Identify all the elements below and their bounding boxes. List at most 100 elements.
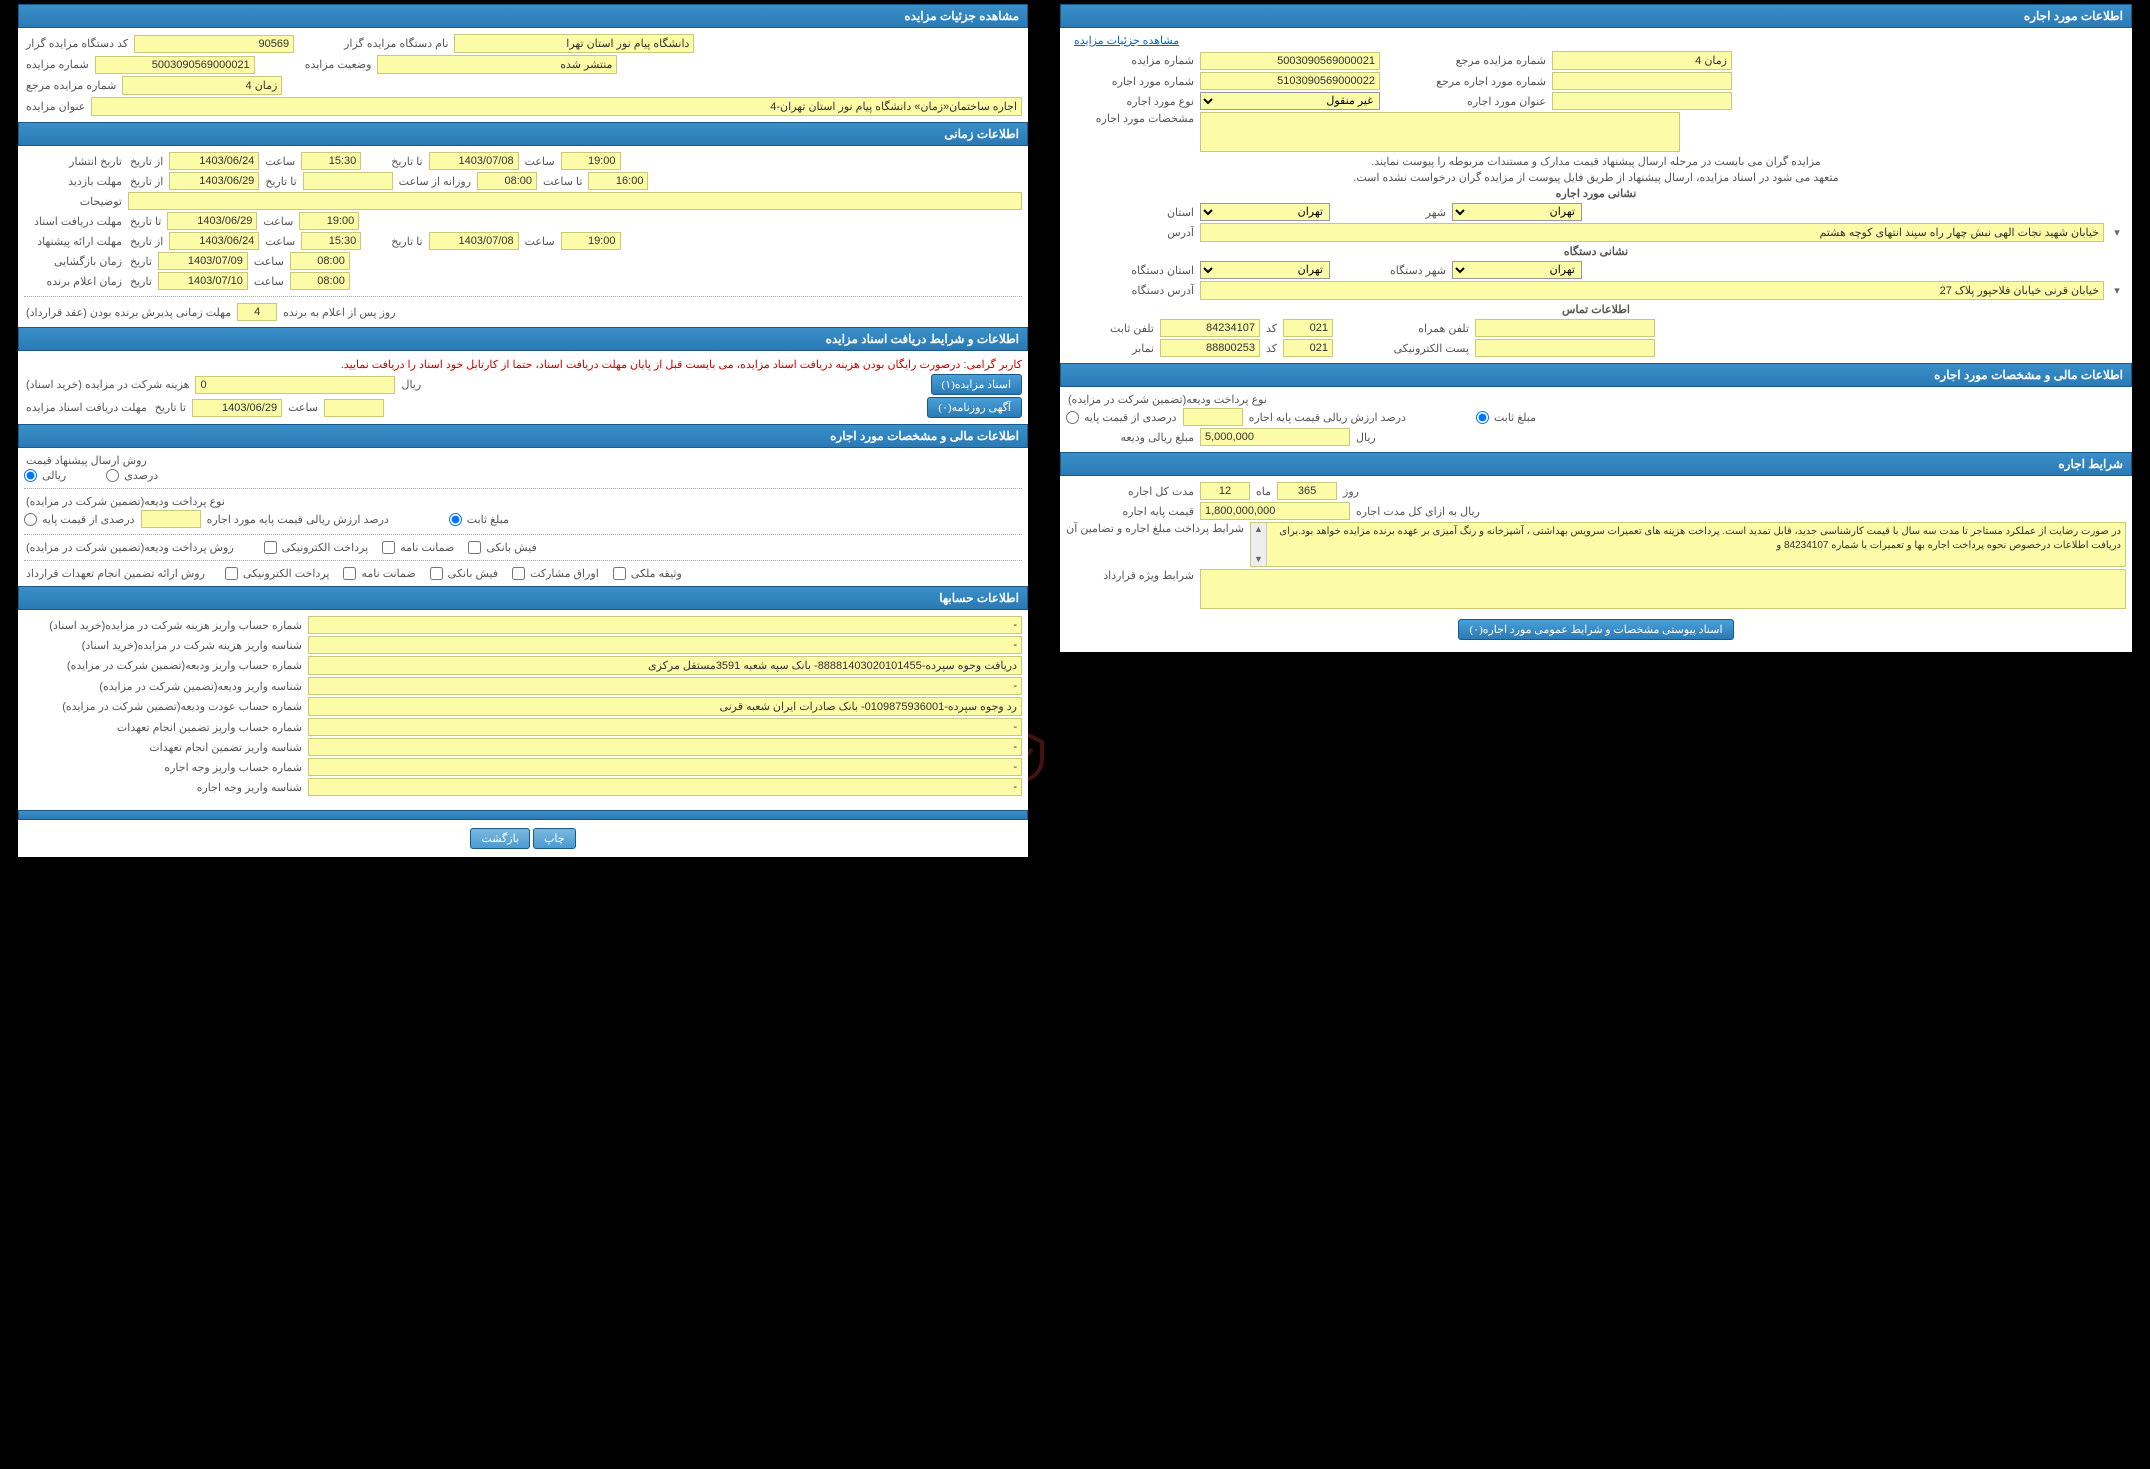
section-header-accounts: اطلاعات حسابها [18, 586, 1028, 610]
section-header-lease: اطلاعات مورد اجاره [1060, 4, 2132, 28]
label-pub-date: تاریخ انتشار [24, 155, 124, 168]
section-header-financial: اطلاعات مالی و مشخصات مورد اجاره [18, 424, 1028, 448]
field-acc-1: - [308, 616, 1022, 634]
label-auction-title: عنوان مزایده [24, 100, 87, 113]
label-auction-num: شماره مزایده [24, 58, 91, 71]
field-acc-7: - [308, 738, 1022, 756]
auction-details-panel: مشاهده جزئیات مزایده کد دستگاه مزایده گز… [18, 4, 1028, 857]
auction-docs-button[interactable]: اسناد مزایده(۱) [931, 374, 1022, 395]
field-acc-4: - [308, 677, 1022, 695]
label-winner-time: زمان اعلام برنده [24, 275, 124, 288]
radio-l-percent[interactable] [1066, 411, 1079, 424]
radio-percent[interactable] [106, 469, 119, 482]
label-desc: توضیحات [24, 195, 124, 208]
contact-heading: اطلاعات تماس [1066, 303, 2126, 316]
field-acc-5: رد وجوه سپرده-0109875936001- بانک صادرات… [308, 697, 1022, 716]
section-header-details: مشاهده جزئیات مزایده [18, 4, 1028, 28]
view-details-link[interactable]: مشاهده جزئیات مزایده [1074, 35, 1179, 47]
field-doc-deadline-time: 19:00 [299, 212, 359, 230]
label-org-name: نام دستگاه مزایده گزار [342, 37, 450, 50]
field-fax-code: 021 [1283, 339, 1333, 357]
cb-epay[interactable] [264, 541, 277, 554]
cb-bank-slip[interactable] [468, 541, 481, 554]
field-tel-code: 021 [1283, 319, 1333, 337]
field-auction-title: اجاره ساختمان«زمان» دانشگاه پیام نور است… [91, 97, 1022, 116]
field-tel: 84234107 [1160, 319, 1260, 337]
section-header-timing: اطلاعات زمانی [18, 122, 1028, 146]
label-doc-get-deadline: مهلت دریافت اسناد مزایده [24, 401, 149, 414]
field-base-price: 1,800,000,000 [1200, 502, 1350, 520]
label-contract-guarantee: روش ارائه تضمین انجام تعهدات قرارداد [24, 567, 207, 580]
select-province[interactable]: تهران [1200, 203, 1330, 221]
select-city[interactable]: تهران [1452, 203, 1582, 221]
field-visit-time-to: 16:00 [588, 172, 648, 190]
select-dev-city[interactable]: تهران [1452, 261, 1582, 279]
label-open-time: زمان بازگشایی [24, 255, 124, 268]
field-days: 365 [1277, 482, 1337, 500]
divider-bar [18, 810, 1028, 820]
textarea-special-conditions[interactable] [1200, 569, 2126, 609]
field-acc-8: - [308, 758, 1022, 776]
label-accept-deadline: مهلت زمانی پذیرش برنده بودن (عقد قرارداد… [24, 306, 233, 319]
field-acc-9: - [308, 778, 1022, 796]
field-auction-num: 5003090569000021 [95, 56, 255, 74]
label-deposit-type: نوع پرداخت ودیعه(تضمین شرکت در مزایده) [24, 495, 227, 508]
field-lease-title [1552, 92, 1732, 110]
field-auction-status: منتشر شده [377, 55, 617, 74]
warning-text: کاربر گرامی: درصورت رایگان بودن هزینه در… [24, 358, 1022, 371]
field-fee: 0 [195, 376, 395, 394]
radio-fixed[interactable] [449, 513, 462, 526]
label-visit-date: مهلت بازدید [24, 175, 124, 188]
lease-item-panel: اطلاعات مورد اجاره مشاهده جزئیات مزایده … [1060, 4, 2132, 652]
textarea-conditions[interactable]: در صورت رضایت از عملکرد مستاجر تا مدت سه… [1250, 522, 2126, 567]
field-l-auction-num: 5003090569000021 [1200, 52, 1380, 70]
back-button[interactable]: بازگشت [470, 828, 530, 849]
print-button[interactable]: چاپ [533, 828, 576, 849]
cb-g-slip[interactable] [430, 567, 443, 580]
field-doc-deadline-date: 1403/06/29 [167, 212, 257, 230]
field-fax: 88800253 [1160, 339, 1260, 357]
field-months: 12 [1200, 482, 1250, 500]
note-1: مزایده گران می بایست در مرحله ارسال پیشن… [1066, 155, 2126, 168]
label-fee: هزینه شرکت در مزایده (خرید اسناد) [24, 378, 191, 391]
radio-rial[interactable] [24, 469, 37, 482]
field-address: خیابان شهید نجات الهی نبش چهار راه سپند … [1200, 223, 2104, 242]
label-org-code: کد دستگاه مزایده گزار [24, 37, 130, 50]
field-mobile [1475, 319, 1655, 337]
newspaper-ad-button[interactable]: آگهی روزنامه(۰) [927, 397, 1022, 418]
field-dev-address: خیابان قرنی خیابان فلاحپور پلاک 27 [1200, 281, 2104, 300]
radio-percent-base[interactable] [24, 513, 37, 526]
label-offer-deadline: مهلت ارائه پیشنهاد [24, 235, 124, 248]
field-lease-num: 5103090569000022 [1200, 72, 1380, 90]
attachments-button[interactable]: اسناد پیوستی مشخصات و شرایط عمومی مورد ا… [1458, 619, 1733, 640]
cb-g-property[interactable] [613, 567, 626, 580]
radio-l-fixed[interactable] [1476, 411, 1489, 424]
select-dev-province[interactable]: تهران [1200, 261, 1330, 279]
select-lease-type[interactable]: غیر منقول [1200, 92, 1380, 110]
field-pub-from-time: 15:30 [301, 152, 361, 170]
label-doc-deadline: مهلت دریافت اسناد [24, 215, 124, 228]
label-deposit-pay-method: روش پرداخت ودیعه(تضمین شرکت در مزایده) [24, 541, 236, 554]
field-lease-ref [1552, 72, 1732, 90]
field-acc-6: - [308, 718, 1022, 736]
field-acc-3: دریافت وجوه سپرده-88881403020101455- بان… [308, 656, 1022, 675]
field-ref-num: زمان 4 [122, 76, 282, 95]
textarea-spec[interactable] [1200, 112, 1680, 152]
cb-g-epay[interactable] [225, 567, 238, 580]
label-send-method: روش ارسال پیشنهاد قیمت [24, 454, 149, 467]
device-address-heading: نشانی دستگاه [1066, 245, 2126, 258]
address-heading: نشانی مورد اجاره [1066, 187, 2126, 200]
label-auction-status: وضعیت مزایده [303, 58, 374, 71]
field-org-code: 90569 [134, 35, 294, 53]
note-2: متعهد می شود در اسناد مزایده، ارسال پیشن… [1066, 171, 2126, 184]
scrollbar[interactable]: ▲▼ [1251, 523, 1267, 566]
section-header-lease-terms: شرایط اجاره [1060, 452, 2132, 476]
field-visit-time-from: 08:00 [477, 172, 537, 190]
section-header-docs: اطلاعات و شرایط دریافت اسناد مزایده [18, 327, 1028, 351]
cb-g-bonds[interactable] [512, 567, 525, 580]
field-acc-2: - [308, 636, 1022, 654]
field-pub-from-date: 1403/06/24 [169, 152, 259, 170]
cb-guarantee[interactable] [382, 541, 395, 554]
field-pub-to-date: 1403/07/08 [429, 152, 519, 170]
cb-g-guarantee[interactable] [343, 567, 356, 580]
